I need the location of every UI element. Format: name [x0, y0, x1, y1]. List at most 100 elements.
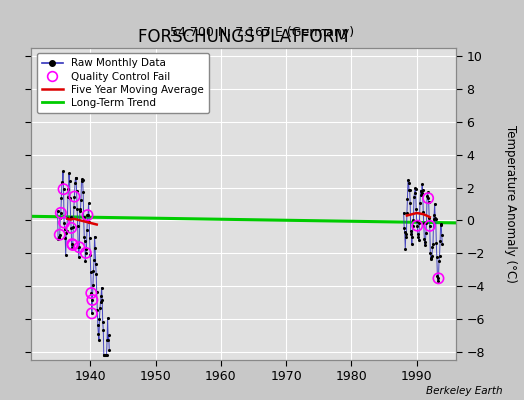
- Text: Berkeley Earth: Berkeley Earth: [427, 386, 503, 396]
- Point: [63, 215, 72, 222]
- Point: [427, 256, 435, 262]
- Point: [422, 229, 430, 236]
- Point: [64, 194, 72, 200]
- Point: [425, 223, 434, 229]
- Point: [400, 224, 408, 231]
- Point: [438, 232, 446, 238]
- Point: [83, 227, 91, 234]
- Point: [69, 224, 78, 230]
- Point: [434, 278, 442, 284]
- Point: [422, 220, 431, 226]
- Point: [57, 210, 65, 216]
- Point: [59, 186, 68, 192]
- Point: [70, 193, 79, 200]
- Point: [419, 187, 427, 194]
- Point: [88, 297, 96, 303]
- Point: [56, 232, 64, 238]
- Point: [413, 231, 422, 237]
- Point: [99, 318, 107, 325]
- Point: [406, 186, 414, 193]
- Point: [432, 240, 441, 246]
- Point: [99, 327, 107, 333]
- Point: [428, 253, 436, 260]
- Point: [412, 206, 420, 212]
- Point: [58, 179, 67, 185]
- Point: [74, 254, 83, 260]
- Point: [54, 234, 63, 240]
- Point: [429, 240, 437, 247]
- Point: [73, 223, 82, 229]
- Point: [87, 290, 95, 296]
- Point: [100, 352, 108, 358]
- Point: [399, 209, 408, 216]
- Point: [414, 237, 423, 244]
- Point: [407, 231, 416, 237]
- Point: [403, 196, 412, 202]
- Point: [66, 195, 74, 202]
- Point: [75, 244, 83, 250]
- Legend: Raw Monthly Data, Quality Control Fail, Five Year Moving Average, Long-Term Tren: Raw Monthly Data, Quality Control Fail, …: [37, 53, 209, 113]
- Point: [82, 250, 90, 256]
- Point: [413, 222, 421, 229]
- Point: [67, 225, 75, 231]
- Point: [425, 215, 433, 222]
- Point: [60, 226, 69, 233]
- Point: [434, 275, 443, 282]
- Point: [60, 220, 68, 226]
- Point: [415, 220, 423, 226]
- Point: [412, 218, 421, 224]
- Point: [63, 228, 71, 234]
- Point: [79, 188, 88, 195]
- Point: [86, 251, 94, 258]
- Point: [70, 203, 78, 210]
- Point: [87, 290, 95, 296]
- Point: [421, 241, 429, 248]
- Point: [104, 337, 112, 344]
- Point: [97, 284, 106, 291]
- Point: [67, 225, 75, 231]
- Point: [56, 232, 64, 238]
- Point: [81, 258, 90, 264]
- Point: [77, 196, 85, 203]
- Point: [94, 322, 102, 328]
- Point: [433, 254, 441, 260]
- Point: [93, 289, 101, 295]
- Point: [421, 238, 430, 245]
- Point: [67, 214, 75, 220]
- Point: [101, 352, 109, 358]
- Point: [400, 229, 409, 235]
- Point: [420, 236, 429, 242]
- Point: [438, 240, 446, 247]
- Point: [408, 234, 417, 240]
- Point: [102, 352, 110, 358]
- Point: [420, 220, 428, 226]
- Point: [401, 230, 410, 237]
- Point: [75, 206, 84, 213]
- Point: [72, 175, 80, 182]
- Point: [59, 186, 68, 192]
- Point: [405, 187, 413, 193]
- Point: [93, 307, 102, 314]
- Point: [102, 352, 111, 358]
- Point: [403, 210, 411, 216]
- Point: [92, 271, 101, 278]
- Point: [424, 195, 432, 201]
- Point: [95, 316, 104, 322]
- Point: [57, 210, 65, 216]
- Point: [60, 220, 68, 226]
- Point: [404, 177, 412, 183]
- Point: [80, 233, 89, 240]
- Point: [76, 208, 84, 215]
- Point: [105, 347, 114, 353]
- Point: [70, 193, 79, 200]
- Point: [98, 296, 106, 303]
- Point: [96, 305, 104, 311]
- Point: [423, 189, 432, 196]
- Point: [414, 234, 422, 240]
- Point: [74, 244, 82, 250]
- Point: [54, 236, 62, 242]
- Point: [86, 269, 95, 276]
- Point: [68, 241, 77, 247]
- Point: [407, 228, 415, 234]
- Point: [95, 336, 103, 343]
